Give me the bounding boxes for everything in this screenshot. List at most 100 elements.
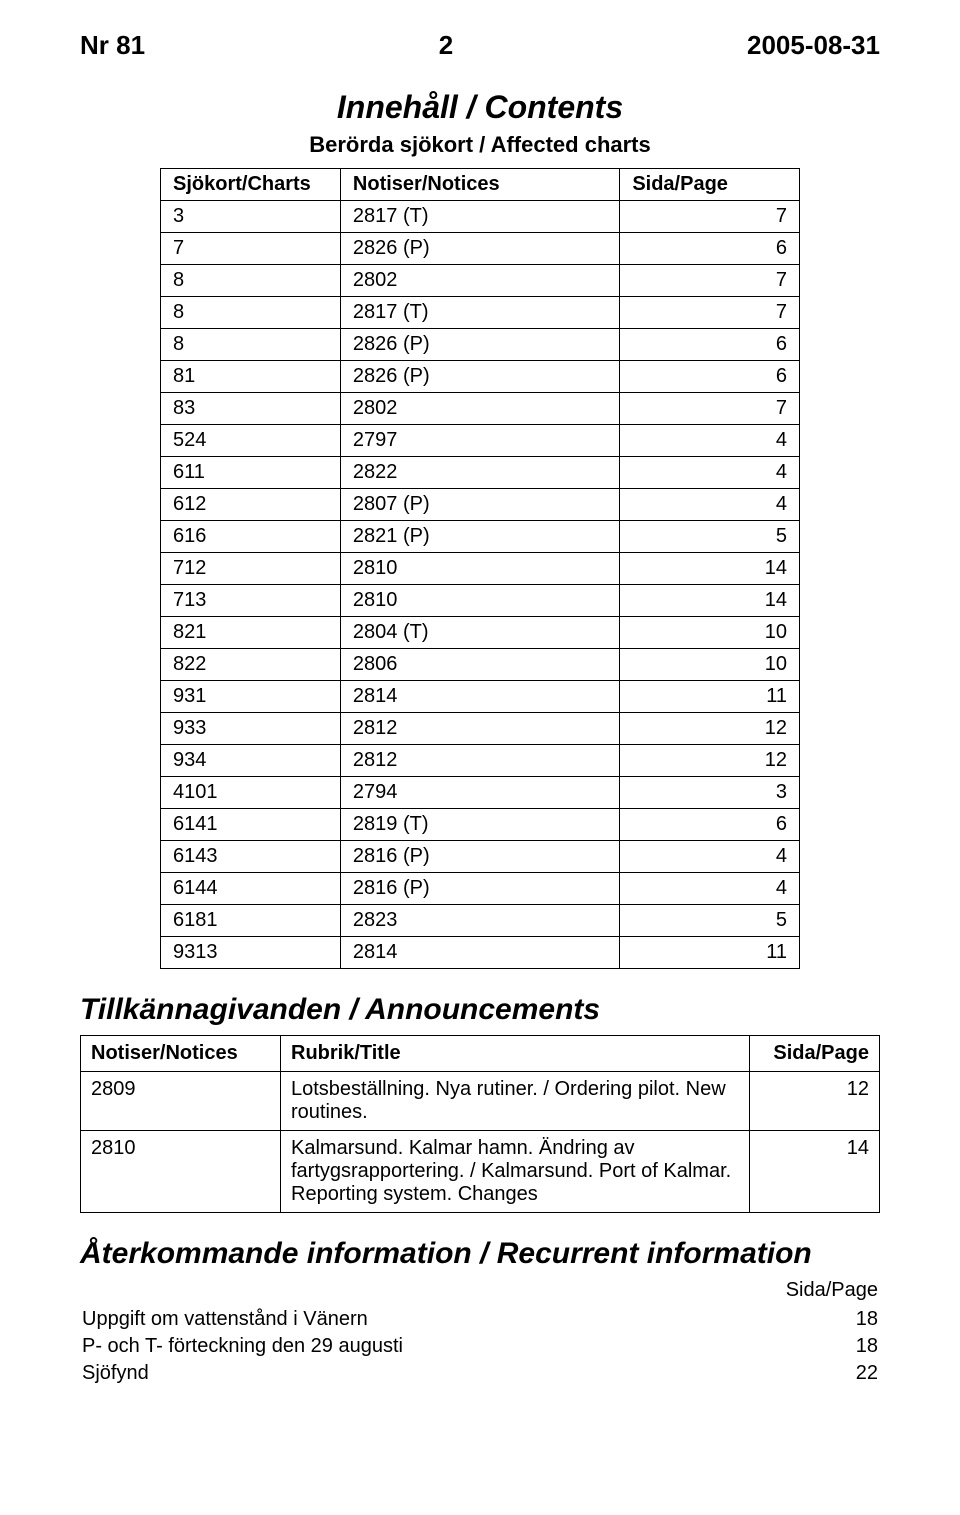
table-cell: 2826 (P) — [340, 329, 619, 361]
table-cell: 14 — [750, 1131, 880, 1213]
recurrent-page: 18 — [856, 1308, 878, 1331]
page: Nr 81 2 2005-08-31 Innehåll / Contents B… — [0, 0, 960, 1427]
table-row: 828027 — [161, 265, 800, 297]
table-cell: 83 — [161, 393, 341, 425]
table-cell: 7 — [620, 297, 800, 329]
announcements-table: Notiser/Notices Rubrik/Title Sida/Page 2… — [80, 1035, 880, 1213]
table-cell: 2812 — [340, 713, 619, 745]
table-cell: 12 — [620, 745, 800, 777]
table-row: 934281212 — [161, 745, 800, 777]
table-row: 82826 (P)6 — [161, 329, 800, 361]
table-row: 812826 (P)6 — [161, 361, 800, 393]
header-left: Nr 81 — [80, 30, 145, 61]
table-cell: 2814 — [340, 937, 619, 969]
table-cell: 931 — [161, 681, 341, 713]
table-cell: 2826 (P) — [340, 361, 619, 393]
table-cell: 5 — [620, 521, 800, 553]
table-cell: 524 — [161, 425, 341, 457]
table-cell: 612 — [161, 489, 341, 521]
table-cell: 7 — [161, 233, 341, 265]
table-cell: Lotsbeställning. Nya rutiner. / Ordering… — [281, 1072, 750, 1131]
table-cell: 2823 — [340, 905, 619, 937]
table-row: 9313281411 — [161, 937, 800, 969]
recurrent-page: 22 — [856, 1362, 878, 1385]
table-cell: 2812 — [340, 745, 619, 777]
table-cell: 7 — [620, 201, 800, 233]
recurrent-row: P- och T- förteckning den 29 augusti 18 — [80, 1333, 880, 1360]
table-cell: 3 — [620, 777, 800, 809]
table-cell: 2806 — [340, 649, 619, 681]
col-header-notices: Notiser/Notices — [81, 1036, 281, 1072]
table-cell: 2816 (P) — [340, 841, 619, 873]
table-cell: 11 — [620, 681, 800, 713]
table-cell: 821 — [161, 617, 341, 649]
table-cell: 12 — [750, 1072, 880, 1131]
table-cell: 6143 — [161, 841, 341, 873]
table-row: 8328027 — [161, 393, 800, 425]
table-cell: 2817 (T) — [340, 297, 619, 329]
table-cell: 2809 — [81, 1072, 281, 1131]
table-cell: 81 — [161, 361, 341, 393]
table-cell: 712 — [161, 553, 341, 585]
col-header-title: Rubrik/Title — [281, 1036, 750, 1072]
col-header-charts: Sjökort/Charts — [161, 169, 341, 201]
table-cell: 8 — [161, 297, 341, 329]
table-cell: 3 — [161, 201, 341, 233]
table-cell: 713 — [161, 585, 341, 617]
table-cell: 6 — [620, 329, 800, 361]
recurrent-page: 18 — [856, 1335, 878, 1358]
table-cell: 14 — [620, 553, 800, 585]
table-cell: 4 — [620, 425, 800, 457]
table-row: 6162821 (P)5 — [161, 521, 800, 553]
table-cell: 2797 — [340, 425, 619, 457]
table-cell: 5 — [620, 905, 800, 937]
table-cell: 2822 — [340, 457, 619, 489]
recurrent-page-label: Sida/Page — [80, 1279, 880, 1302]
table-cell: 4 — [620, 457, 800, 489]
table-row: 61128224 — [161, 457, 800, 489]
table-row: 72826 (P)6 — [161, 233, 800, 265]
table-cell: 7 — [620, 265, 800, 297]
table-cell: 8 — [161, 265, 341, 297]
table-cell: 11 — [620, 937, 800, 969]
table-cell: 10 — [620, 649, 800, 681]
table-row: 82817 (T)7 — [161, 297, 800, 329]
table-cell: Kalmarsund. Kalmar hamn. Ändring av fart… — [281, 1131, 750, 1213]
header-right: 2005-08-31 — [747, 30, 880, 61]
table-cell: 10 — [620, 617, 800, 649]
table-row: 713281014 — [161, 585, 800, 617]
recurrent-row: Uppgift om vattenstånd i Vänern18 — [80, 1306, 880, 1333]
col-header-notices: Notiser/Notices — [340, 169, 619, 201]
table-row: 61432816 (P)4 — [161, 841, 800, 873]
affected-charts-subtitle: Berörda sjökort / Affected charts — [80, 132, 880, 158]
table-header-row: Notiser/Notices Rubrik/Title Sida/Page — [81, 1036, 880, 1072]
table-row: 618128235 — [161, 905, 800, 937]
table-cell: 6181 — [161, 905, 341, 937]
table-cell: 2826 (P) — [340, 233, 619, 265]
recurrent-label: P- och T- förteckning den 29 augusti — [82, 1335, 403, 1358]
table-cell: 4 — [620, 489, 800, 521]
table-row: 8212804 (T)10 — [161, 617, 800, 649]
contents-title: Innehåll / Contents — [80, 89, 880, 126]
table-cell: 12 — [620, 713, 800, 745]
affected-charts-table: Sjökort/Charts Notiser/Notices Sida/Page… — [160, 168, 800, 969]
page-header: Nr 81 2 2005-08-31 — [80, 30, 880, 61]
table-cell: 934 — [161, 745, 341, 777]
table-cell: 2821 (P) — [340, 521, 619, 553]
table-row: 2810Kalmarsund. Kalmar hamn. Ändring av … — [81, 1131, 880, 1213]
table-cell: 2810 — [340, 585, 619, 617]
table-cell: 7 — [620, 393, 800, 425]
table-cell: 2810 — [340, 553, 619, 585]
table-cell: 2819 (T) — [340, 809, 619, 841]
header-center: 2 — [439, 30, 453, 61]
announcements-title: Tillkännagivanden / Announcements — [80, 993, 880, 1027]
table-row: 61412819 (T)6 — [161, 809, 800, 841]
table-row: 822280610 — [161, 649, 800, 681]
table-row: 712281014 — [161, 553, 800, 585]
table-cell: 822 — [161, 649, 341, 681]
recurrent-title: Återkommande information / Recurrent inf… — [80, 1237, 880, 1271]
table-cell: 2804 (T) — [340, 617, 619, 649]
table-row: 2809Lotsbeställning. Nya rutiner. / Orde… — [81, 1072, 880, 1131]
table-row: 61442816 (P)4 — [161, 873, 800, 905]
table-row: 32817 (T)7 — [161, 201, 800, 233]
